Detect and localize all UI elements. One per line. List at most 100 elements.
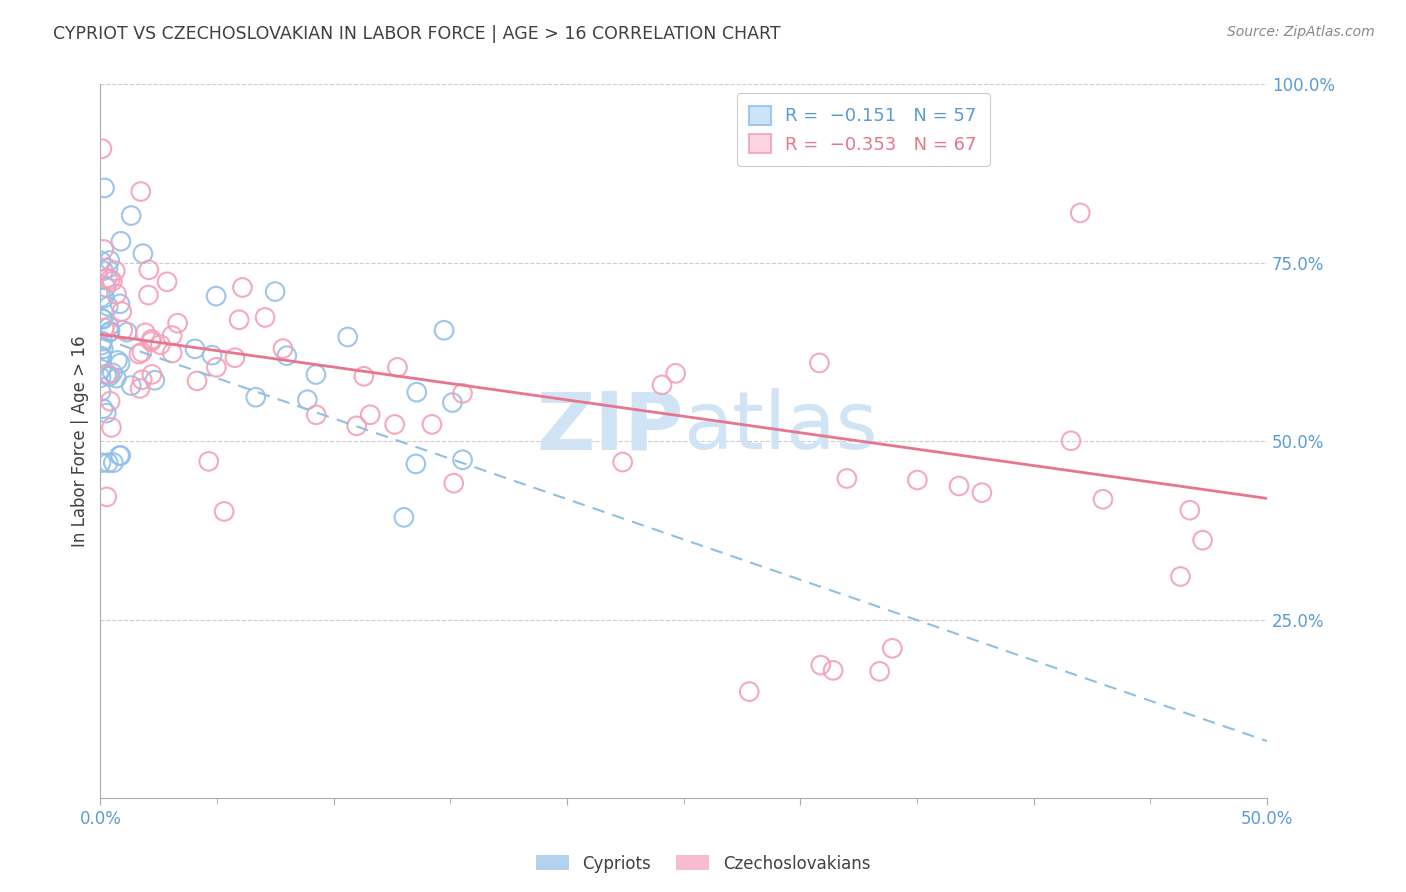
Point xyxy=(128,347,150,361)
Point xyxy=(197,454,219,468)
Point xyxy=(129,381,152,395)
Point xyxy=(451,452,474,467)
Point xyxy=(835,471,858,485)
Point xyxy=(353,369,375,384)
Point xyxy=(305,368,328,382)
Point xyxy=(149,337,172,351)
Point xyxy=(98,394,121,409)
Point xyxy=(111,323,134,337)
Point xyxy=(101,274,124,288)
Text: Source: ZipAtlas.com: Source: ZipAtlas.com xyxy=(1227,25,1375,39)
Point xyxy=(254,310,277,325)
Point xyxy=(387,360,409,375)
Point xyxy=(443,476,465,491)
Point xyxy=(738,684,761,698)
Point xyxy=(970,485,993,500)
Point xyxy=(90,362,112,376)
Point xyxy=(184,342,207,356)
Point xyxy=(129,185,152,199)
Point xyxy=(1170,569,1192,583)
Point xyxy=(94,280,117,294)
Point xyxy=(98,319,121,334)
Point xyxy=(93,243,115,257)
Point xyxy=(93,181,115,195)
Point xyxy=(346,418,368,433)
Point xyxy=(90,370,112,384)
Point xyxy=(186,374,208,388)
Point xyxy=(91,342,114,356)
Point xyxy=(651,378,673,392)
Point xyxy=(948,479,970,493)
Point xyxy=(90,290,112,304)
Point xyxy=(91,311,114,326)
Point xyxy=(90,456,112,470)
Point xyxy=(98,369,121,384)
Point xyxy=(97,456,120,470)
Point xyxy=(405,385,427,400)
Point xyxy=(97,261,120,276)
Point xyxy=(93,263,115,277)
Point xyxy=(96,406,118,420)
Point xyxy=(91,401,114,416)
Point xyxy=(93,291,115,305)
Point xyxy=(111,304,134,318)
Point xyxy=(271,342,294,356)
Point xyxy=(90,142,112,156)
Point xyxy=(138,263,160,277)
Point xyxy=(131,373,153,387)
Point xyxy=(162,346,184,360)
Point xyxy=(420,417,443,432)
Point xyxy=(160,328,183,343)
Point xyxy=(132,246,155,260)
Point xyxy=(91,312,114,326)
Point xyxy=(1060,434,1083,448)
Point xyxy=(612,455,634,469)
Legend: Cypriots, Czechoslovakians: Cypriots, Czechoslovakians xyxy=(529,848,877,880)
Y-axis label: In Labor Force | Age > 16: In Labor Force | Age > 16 xyxy=(72,335,89,547)
Point xyxy=(107,353,129,368)
Point xyxy=(433,323,456,337)
Point xyxy=(384,417,406,432)
Point xyxy=(105,371,128,385)
Point xyxy=(276,349,298,363)
Point xyxy=(882,641,904,656)
Point xyxy=(108,297,131,311)
Point xyxy=(1178,503,1201,517)
Point xyxy=(1069,206,1091,220)
Point xyxy=(907,473,929,487)
Point xyxy=(96,271,118,285)
Point xyxy=(392,510,415,524)
Point xyxy=(869,665,891,679)
Point xyxy=(131,345,153,359)
Point xyxy=(90,349,112,363)
Point xyxy=(97,299,120,313)
Point xyxy=(105,287,128,301)
Point xyxy=(103,456,125,470)
Point xyxy=(120,378,142,392)
Legend: R =  −0.151   N = 57, R =  −0.353   N = 67: R = −0.151 N = 57, R = −0.353 N = 67 xyxy=(737,94,990,167)
Point xyxy=(451,386,474,401)
Point xyxy=(212,504,235,518)
Point xyxy=(141,333,163,347)
Point xyxy=(156,275,179,289)
Point xyxy=(98,272,121,286)
Point xyxy=(98,253,121,268)
Point xyxy=(224,351,246,365)
Point xyxy=(90,384,112,399)
Point xyxy=(138,288,160,302)
Point xyxy=(91,334,114,348)
Point xyxy=(93,321,115,335)
Point xyxy=(205,360,228,375)
Point xyxy=(228,313,250,327)
Point xyxy=(141,334,163,349)
Text: ZIP: ZIP xyxy=(536,388,683,466)
Point xyxy=(231,280,253,294)
Point xyxy=(1091,492,1114,507)
Point xyxy=(97,368,120,382)
Point xyxy=(336,330,359,344)
Point xyxy=(141,368,163,382)
Point xyxy=(98,325,121,339)
Point xyxy=(134,326,156,340)
Point xyxy=(90,338,112,352)
Point xyxy=(143,373,166,387)
